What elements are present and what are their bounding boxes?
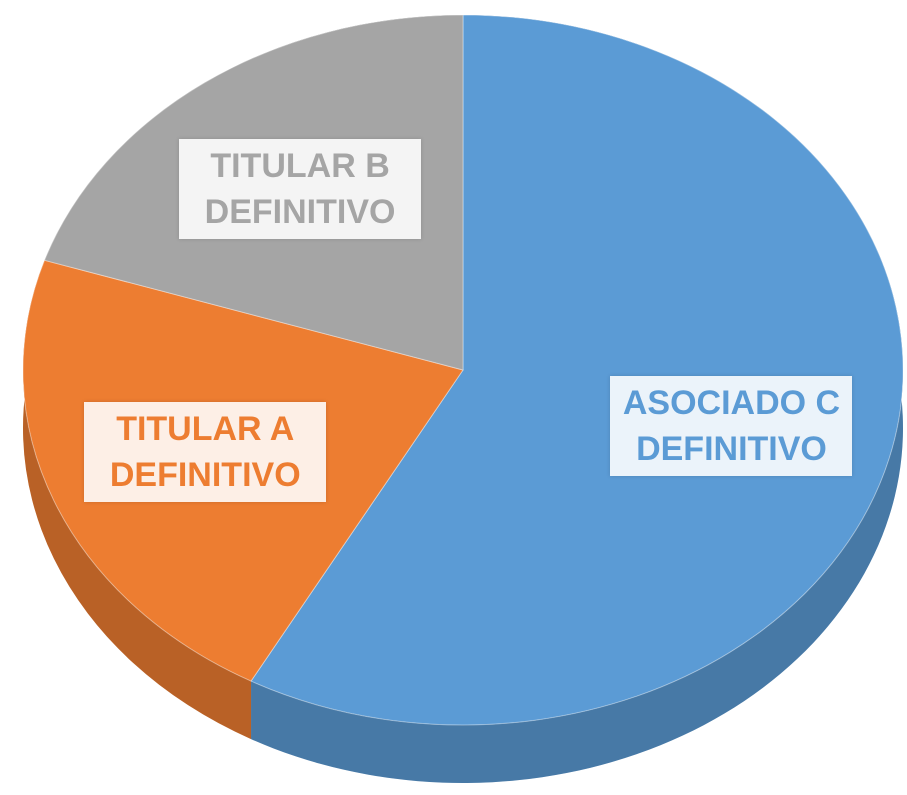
slice-label: TITULAR B DEFINITIVO (179, 139, 422, 240)
slice-side-shade (22, 260, 252, 740)
slice (250, 14, 904, 726)
slice-label: ASOCIADO C DEFINITIVO (610, 375, 853, 476)
slice-side-shade (251, 15, 903, 784)
slice-side (22, 260, 252, 740)
slice-side (251, 15, 903, 784)
slice-label: TITULAR A DEFINITIVO (84, 402, 327, 503)
